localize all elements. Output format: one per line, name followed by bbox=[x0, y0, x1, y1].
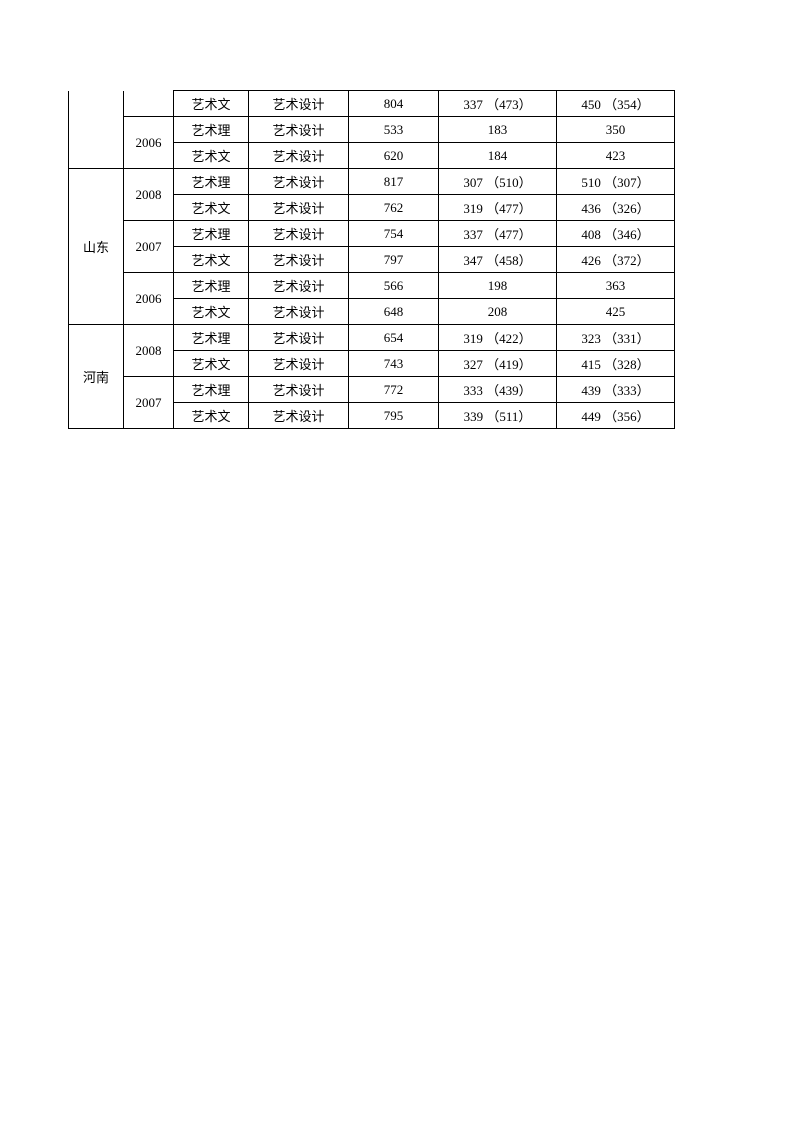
category-cell: 艺术文 bbox=[174, 195, 249, 221]
n2-cell: 327 （419） bbox=[439, 351, 557, 377]
category-cell: 艺术理 bbox=[174, 377, 249, 403]
n2-cell: 307 （510） bbox=[439, 169, 557, 195]
n1-cell: 804 bbox=[349, 91, 439, 117]
n2-cell: 208 bbox=[439, 299, 557, 325]
category-cell: 艺术文 bbox=[174, 91, 249, 117]
category-cell: 艺术理 bbox=[174, 117, 249, 143]
table-body: 艺术文艺术设计804337 （473）450 （354）2006艺术理艺术设计5… bbox=[69, 91, 675, 429]
major-cell: 艺术设计 bbox=[249, 117, 349, 143]
category-cell: 艺术文 bbox=[174, 247, 249, 273]
category-cell: 艺术文 bbox=[174, 403, 249, 429]
major-cell: 艺术设计 bbox=[249, 169, 349, 195]
n3-cell: 450 （354） bbox=[557, 91, 675, 117]
year-cell: 2007 bbox=[124, 221, 174, 273]
n1-cell: 797 bbox=[349, 247, 439, 273]
major-cell: 艺术设计 bbox=[249, 325, 349, 351]
scores-table: 艺术文艺术设计804337 （473）450 （354）2006艺术理艺术设计5… bbox=[68, 90, 675, 429]
table-row: 2007艺术理艺术设计754337 （477）408 （346） bbox=[69, 221, 675, 247]
major-cell: 艺术设计 bbox=[249, 403, 349, 429]
n3-cell: 426 （372） bbox=[557, 247, 675, 273]
n3-cell: 510 （307） bbox=[557, 169, 675, 195]
n3-cell: 423 bbox=[557, 143, 675, 169]
major-cell: 艺术设计 bbox=[249, 377, 349, 403]
n1-cell: 620 bbox=[349, 143, 439, 169]
major-cell: 艺术设计 bbox=[249, 143, 349, 169]
table-row: 山东2008艺术理艺术设计817307 （510）510 （307） bbox=[69, 169, 675, 195]
major-cell: 艺术设计 bbox=[249, 247, 349, 273]
category-cell: 艺术理 bbox=[174, 273, 249, 299]
n3-cell: 363 bbox=[557, 273, 675, 299]
table-row: 2006艺术理艺术设计566198363 bbox=[69, 273, 675, 299]
n3-cell: 408 （346） bbox=[557, 221, 675, 247]
n3-cell: 436 （326） bbox=[557, 195, 675, 221]
n3-cell: 323 （331） bbox=[557, 325, 675, 351]
n1-cell: 795 bbox=[349, 403, 439, 429]
major-cell: 艺术设计 bbox=[249, 273, 349, 299]
n2-cell: 337 （473） bbox=[439, 91, 557, 117]
n2-cell: 198 bbox=[439, 273, 557, 299]
n3-cell: 449 （356） bbox=[557, 403, 675, 429]
n1-cell: 762 bbox=[349, 195, 439, 221]
province-cell: 河南 bbox=[69, 325, 124, 429]
n2-cell: 183 bbox=[439, 117, 557, 143]
category-cell: 艺术文 bbox=[174, 351, 249, 377]
year-cell bbox=[124, 91, 174, 117]
category-cell: 艺术理 bbox=[174, 169, 249, 195]
n1-cell: 754 bbox=[349, 221, 439, 247]
n3-cell: 415 （328） bbox=[557, 351, 675, 377]
n1-cell: 533 bbox=[349, 117, 439, 143]
category-cell: 艺术理 bbox=[174, 325, 249, 351]
n1-cell: 648 bbox=[349, 299, 439, 325]
major-cell: 艺术设计 bbox=[249, 195, 349, 221]
major-cell: 艺术设计 bbox=[249, 221, 349, 247]
province-cell: 山东 bbox=[69, 169, 124, 325]
n3-cell: 350 bbox=[557, 117, 675, 143]
n1-cell: 772 bbox=[349, 377, 439, 403]
n2-cell: 339 （511） bbox=[439, 403, 557, 429]
category-cell: 艺术文 bbox=[174, 143, 249, 169]
table-row: 2006艺术理艺术设计533183350 bbox=[69, 117, 675, 143]
n2-cell: 319 （422） bbox=[439, 325, 557, 351]
major-cell: 艺术设计 bbox=[249, 91, 349, 117]
table-row: 河南2008艺术理艺术设计654319 （422）323 （331） bbox=[69, 325, 675, 351]
major-cell: 艺术设计 bbox=[249, 299, 349, 325]
n1-cell: 654 bbox=[349, 325, 439, 351]
major-cell: 艺术设计 bbox=[249, 351, 349, 377]
year-cell: 2008 bbox=[124, 169, 174, 221]
table-row: 艺术文艺术设计804337 （473）450 （354） bbox=[69, 91, 675, 117]
table-row: 2007艺术理艺术设计772333 （439）439 （333） bbox=[69, 377, 675, 403]
province-cell bbox=[69, 91, 124, 169]
n2-cell: 337 （477） bbox=[439, 221, 557, 247]
year-cell: 2006 bbox=[124, 273, 174, 325]
n3-cell: 425 bbox=[557, 299, 675, 325]
category-cell: 艺术理 bbox=[174, 221, 249, 247]
n2-cell: 319 （477） bbox=[439, 195, 557, 221]
n3-cell: 439 （333） bbox=[557, 377, 675, 403]
n1-cell: 743 bbox=[349, 351, 439, 377]
n2-cell: 347 （458） bbox=[439, 247, 557, 273]
year-cell: 2006 bbox=[124, 117, 174, 169]
n1-cell: 566 bbox=[349, 273, 439, 299]
n1-cell: 817 bbox=[349, 169, 439, 195]
category-cell: 艺术文 bbox=[174, 299, 249, 325]
n2-cell: 333 （439） bbox=[439, 377, 557, 403]
year-cell: 2008 bbox=[124, 325, 174, 377]
year-cell: 2007 bbox=[124, 377, 174, 429]
n2-cell: 184 bbox=[439, 143, 557, 169]
